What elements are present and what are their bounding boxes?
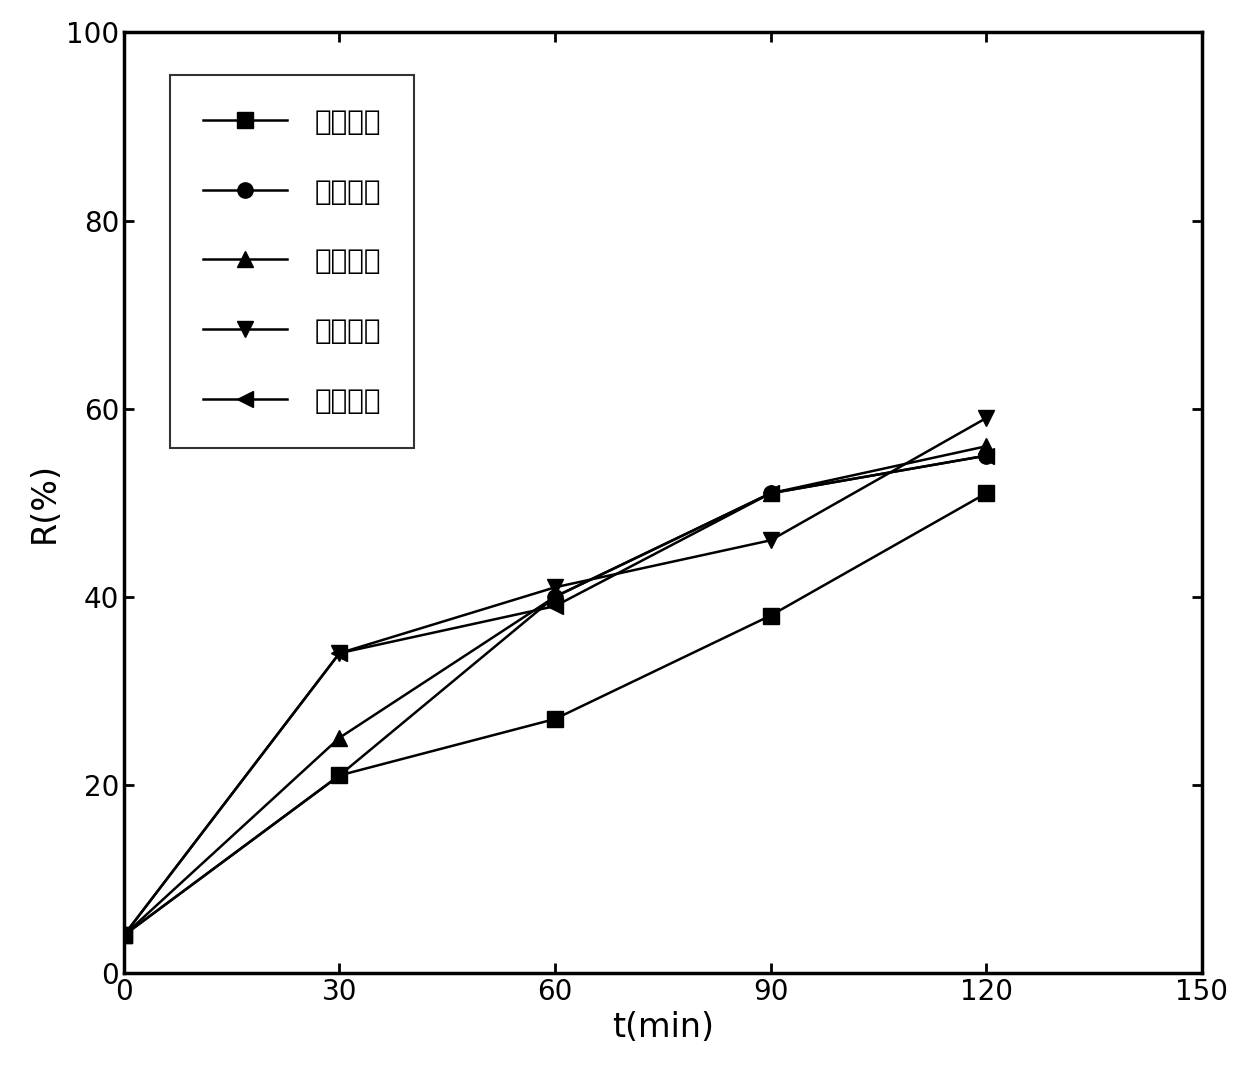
Line: 实施例五: 实施例五 [116,448,994,943]
实施例四 [116,929,131,942]
实施例一 [332,769,347,782]
实施例二 [763,486,778,499]
实施例五 [548,600,563,613]
实施例三 [979,440,994,453]
实施例二 [332,769,347,782]
实施例四 [548,580,563,593]
实施例三 [763,486,778,499]
Legend: 实施例一, 实施例二, 实施例三, 实施例四, 实施例五: 实施例一, 实施例二, 实施例三, 实施例四, 实施例五 [170,75,414,448]
实施例一 [116,929,131,942]
实施例三 [116,929,131,942]
实施例五 [332,646,347,659]
实施例二 [116,929,131,942]
实施例四 [332,646,347,659]
Line: 实施例一: 实施例一 [116,485,994,943]
实施例五 [763,486,778,499]
Line: 实施例四: 实施例四 [116,411,994,943]
实施例一 [548,712,563,725]
实施例三 [332,731,347,744]
实施例三 [548,590,563,603]
实施例四 [979,412,994,425]
实施例二 [548,590,563,603]
Line: 实施例三: 实施例三 [116,439,994,943]
实施例一 [979,486,994,499]
实施例四 [763,534,778,547]
Y-axis label: R(%): R(%) [27,463,61,543]
实施例五 [979,449,994,462]
实施例二 [979,449,994,462]
Line: 实施例二: 实施例二 [116,448,994,943]
实施例一 [763,609,778,622]
X-axis label: t(min): t(min) [612,1012,714,1044]
实施例五 [116,929,131,942]
